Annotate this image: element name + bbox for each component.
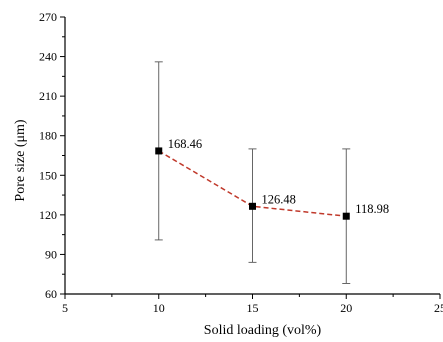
y-tick-label: 210 [39,89,57,103]
x-axis-title: Solid loading (vol%) [204,323,322,338]
y-tick-label: 180 [39,129,57,143]
data-point [249,202,256,210]
data-label: 126.48 [262,192,296,206]
y-tick-label: 120 [39,208,57,222]
data-point [155,147,163,155]
x-tick-label: 20 [340,301,352,315]
y-tick-label: 240 [39,50,57,64]
x-tick-label: 25 [434,301,443,315]
y-tick-label: 150 [39,168,57,182]
y-tick-label: 270 [39,10,57,24]
axes: 60 90 120 150 180 210 240 270 5 10 15 20 25 [39,10,443,315]
error-bars [154,61,351,284]
data-label: 118.98 [355,202,389,216]
x-tick-label: 10 [153,301,165,315]
x-tick-label: 15 [247,301,259,315]
data-markers [155,147,350,220]
y-tick-label: 90 [45,247,57,261]
y-axis-title: Pore size (μm) [13,119,28,201]
data-point [342,212,350,220]
data-labels: 168.46 126.48 118.98 [168,137,389,216]
y-tick-label: 60 [45,287,57,301]
x-tick-label: 5 [62,301,68,315]
data-label: 168.46 [168,137,202,151]
